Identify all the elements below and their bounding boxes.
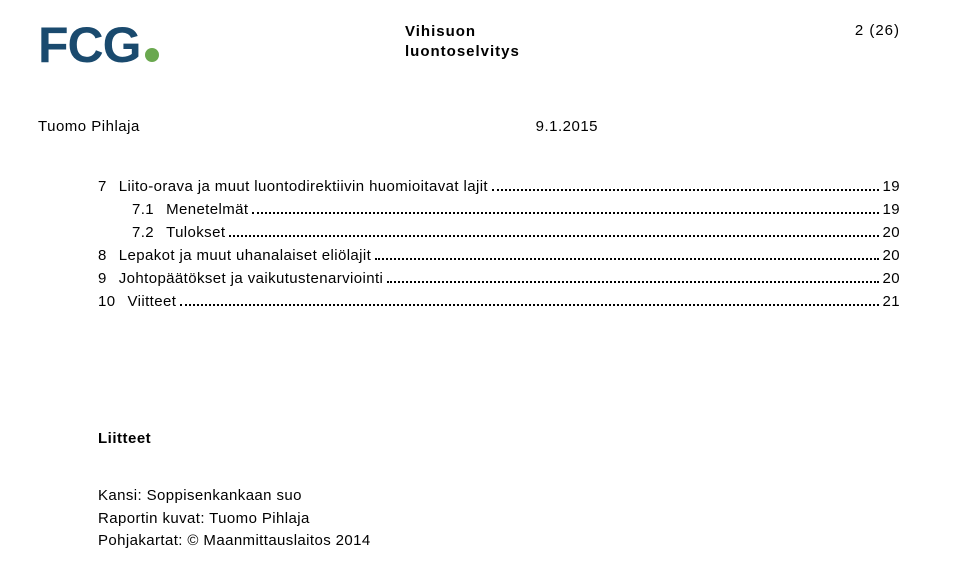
credit-maps: Pohjakartat: © Maanmittauslaitos 2014 (98, 530, 371, 553)
toc-row: 7.1 Menetelmät 19 (98, 201, 900, 218)
author-name: Tuomo Pihlaja (38, 118, 140, 135)
toc-label: Johtopäätökset ja vaikutustenarviointi (119, 270, 384, 287)
toc-row: 10 Viitteet 21 (98, 293, 900, 310)
toc-label: Lepakot ja muut uhanalaiset eliölajit (119, 247, 371, 264)
author-row: Tuomo Pihlaja 9.1.2015 (38, 118, 598, 135)
credit-photos: Raportin kuvat: Tuomo Pihlaja (98, 508, 371, 531)
credit-cover: Kansi: Soppisenkankaan suo (98, 485, 371, 508)
doc-title: Vihisuon luontoselvitys (405, 22, 520, 63)
toc-num: 9 (98, 270, 107, 287)
logo-dot-icon (145, 48, 159, 62)
doc-title-line1: Vihisuon (405, 22, 520, 42)
toc-row: 7.2 Tulokset 20 (98, 224, 900, 241)
toc-leader-dots (375, 258, 878, 260)
toc-page: 20 (883, 270, 901, 287)
page-indicator: 2 (26) (855, 22, 900, 39)
toc-label: Viitteet (128, 293, 177, 310)
toc-page: 20 (883, 247, 901, 264)
doc-date: 9.1.2015 (536, 118, 598, 135)
logo: FCG (38, 20, 159, 70)
toc-label: Liito-orava ja muut luontodirektiivin hu… (119, 178, 488, 195)
toc-page: 19 (883, 201, 901, 218)
toc-leader-dots (180, 304, 878, 306)
attachments-heading: Liitteet (98, 430, 151, 447)
toc-row: 8 Lepakot ja muut uhanalaiset eliölajit … (98, 247, 900, 264)
toc-num: 7.1 (132, 201, 154, 218)
table-of-contents: 7 Liito-orava ja muut luontodirektiivin … (98, 178, 900, 316)
toc-num: 7.2 (132, 224, 154, 241)
logo-text: FCG (38, 20, 141, 70)
toc-row: 7 Liito-orava ja muut luontodirektiivin … (98, 178, 900, 195)
toc-leader-dots (492, 189, 879, 191)
document-page: FCG Vihisuon luontoselvitys 2 (26) Tuomo… (0, 0, 960, 583)
toc-leader-dots (252, 212, 878, 214)
toc-page: 19 (883, 178, 901, 195)
toc-leader-dots (387, 281, 878, 283)
toc-label: Menetelmät (166, 201, 248, 218)
toc-label: Tulokset (166, 224, 225, 241)
credits-block: Kansi: Soppisenkankaan suo Raportin kuva… (98, 485, 371, 553)
toc-num: 8 (98, 247, 107, 264)
toc-num: 7 (98, 178, 107, 195)
toc-num: 10 (98, 293, 116, 310)
doc-title-line2: luontoselvitys (405, 42, 520, 62)
toc-page: 21 (883, 293, 901, 310)
toc-page: 20 (883, 224, 901, 241)
toc-leader-dots (229, 235, 878, 237)
toc-row: 9 Johtopäätökset ja vaikutustenarviointi… (98, 270, 900, 287)
